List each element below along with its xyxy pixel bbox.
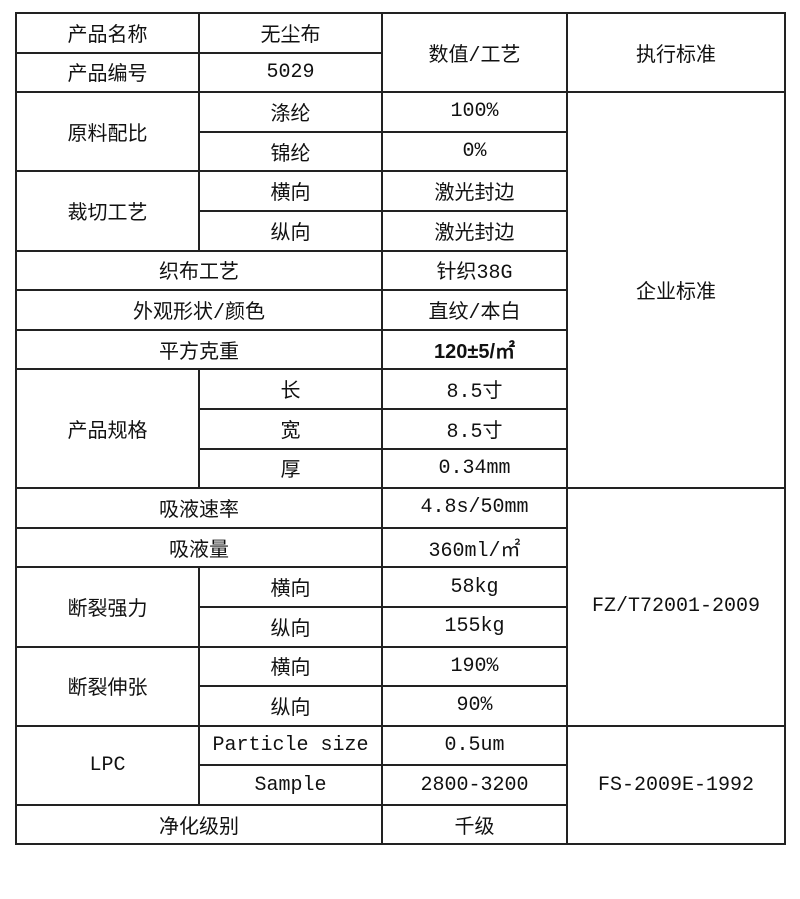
appearance-label: 外观形状/颜色 [15,289,383,331]
product-name-label: 产品名称 [15,12,200,54]
standard-fz: FZ/T72001-2009 [566,487,786,727]
item-value: 8.5寸 [381,407,568,450]
table-row: 纵向 激光封边 [16,209,785,252]
item-name: Particle size [198,724,383,767]
table-row: 产品名称 无尘布 数值/工艺 执行标准 [15,11,786,94]
standard-fs: FS-2009E-1992 [566,724,786,846]
table-row: 厚 0.34mm [16,447,785,490]
table-row: 纵向 155kg [16,605,785,648]
cutting-label: 裁切工艺 [15,170,200,252]
item-name: 纵向 [198,605,383,648]
table-row: 原料配比 涤纶 100% 企业标准 [15,91,786,490]
item-value: 激光封边 [381,170,568,212]
lpc-label: LPC [15,724,200,806]
item-value: 0.34mm [381,447,568,490]
table-row: 产品规格 长 8.5寸 [15,368,785,490]
weaving-label: 织布工艺 [15,249,383,292]
table-row: 产品编号 5029 [15,51,785,94]
product-name: 无尘布 [198,12,383,54]
table-row: 外观形状/颜色 直纹/本白 [15,289,785,331]
weight-value: 120±5/㎡ [381,328,568,371]
item-name: 长 [198,368,383,410]
absorb-amount-label: 吸液量 [15,526,383,569]
table-row: 宽 8.5寸 [16,407,785,450]
table-row: 净化级别 千级 [15,803,785,846]
item-value: 58kg [381,566,568,608]
weaving-value: 针织38G [381,249,568,292]
item-name: 锦纶 [198,130,383,173]
product-code-label: 产品编号 [15,51,200,94]
item-value: 0.5um [381,724,568,767]
absorb-amount-value: 360ml/㎡ [381,526,568,569]
table-row: 裁切工艺 横向 激光封边 [15,170,785,252]
table-row: 断裂伸张 横向 190% [15,645,785,727]
item-name: 涤纶 [198,91,383,133]
item-value: 190% [381,645,568,688]
item-value: 2800-3200 [381,764,568,806]
item-name: Sample [198,764,383,806]
cleanliness-value: 千级 [381,803,568,846]
item-name: 横向 [198,566,383,608]
weight-label: 平方克重 [15,328,383,371]
item-name: 横向 [198,645,383,688]
absorb-rate-value: 4.8s/50mm [381,487,568,529]
table-row: 纵向 90% [16,685,785,727]
appearance-value: 直纹/本白 [381,289,568,331]
product-spec-table: 产品名称 无尘布 数值/工艺 执行标准 产品编号 5029 原料配比 涤纶 10… [15,11,786,846]
absorb-rate-label: 吸液速率 [15,487,383,529]
item-value: 0% [381,130,568,173]
table-row: Sample 2800-3200 [16,764,785,806]
item-name: 纵向 [198,685,383,727]
item-name: 厚 [198,447,383,490]
spec-label: 产品规格 [15,368,200,490]
cleanliness-label: 净化级别 [15,803,383,846]
table-row: 平方克重 120±5/㎡ [15,328,785,371]
product-code: 5029 [198,51,383,94]
table-row: 断裂强力 横向 58kg [15,566,785,648]
table-row: 锦纶 0% [16,130,785,173]
break-elongation-label: 断裂伸张 [15,645,200,727]
item-value: 90% [381,685,568,727]
item-name: 横向 [198,170,383,212]
material-label: 原料配比 [15,91,200,173]
item-value: 8.5寸 [381,368,568,410]
value-header: 数值/工艺 [381,11,568,94]
standard-header: 执行标准 [566,11,786,94]
table-row: 吸液速率 4.8s/50mm FZ/T72001-2009 [15,487,786,727]
item-value: 100% [381,91,568,133]
item-value: 155kg [381,605,568,648]
table-row: 吸液量 360ml/㎡ [15,526,785,569]
table-row: LPC Particle size 0.5um FS-2009E-1992 [15,724,786,846]
item-value: 激光封边 [381,209,568,252]
break-strength-label: 断裂强力 [15,566,200,648]
standard-enterprise: 企业标准 [566,91,786,490]
table-row: 织布工艺 针织38G [15,249,785,292]
item-name: 纵向 [198,209,383,252]
item-name: 宽 [198,407,383,450]
